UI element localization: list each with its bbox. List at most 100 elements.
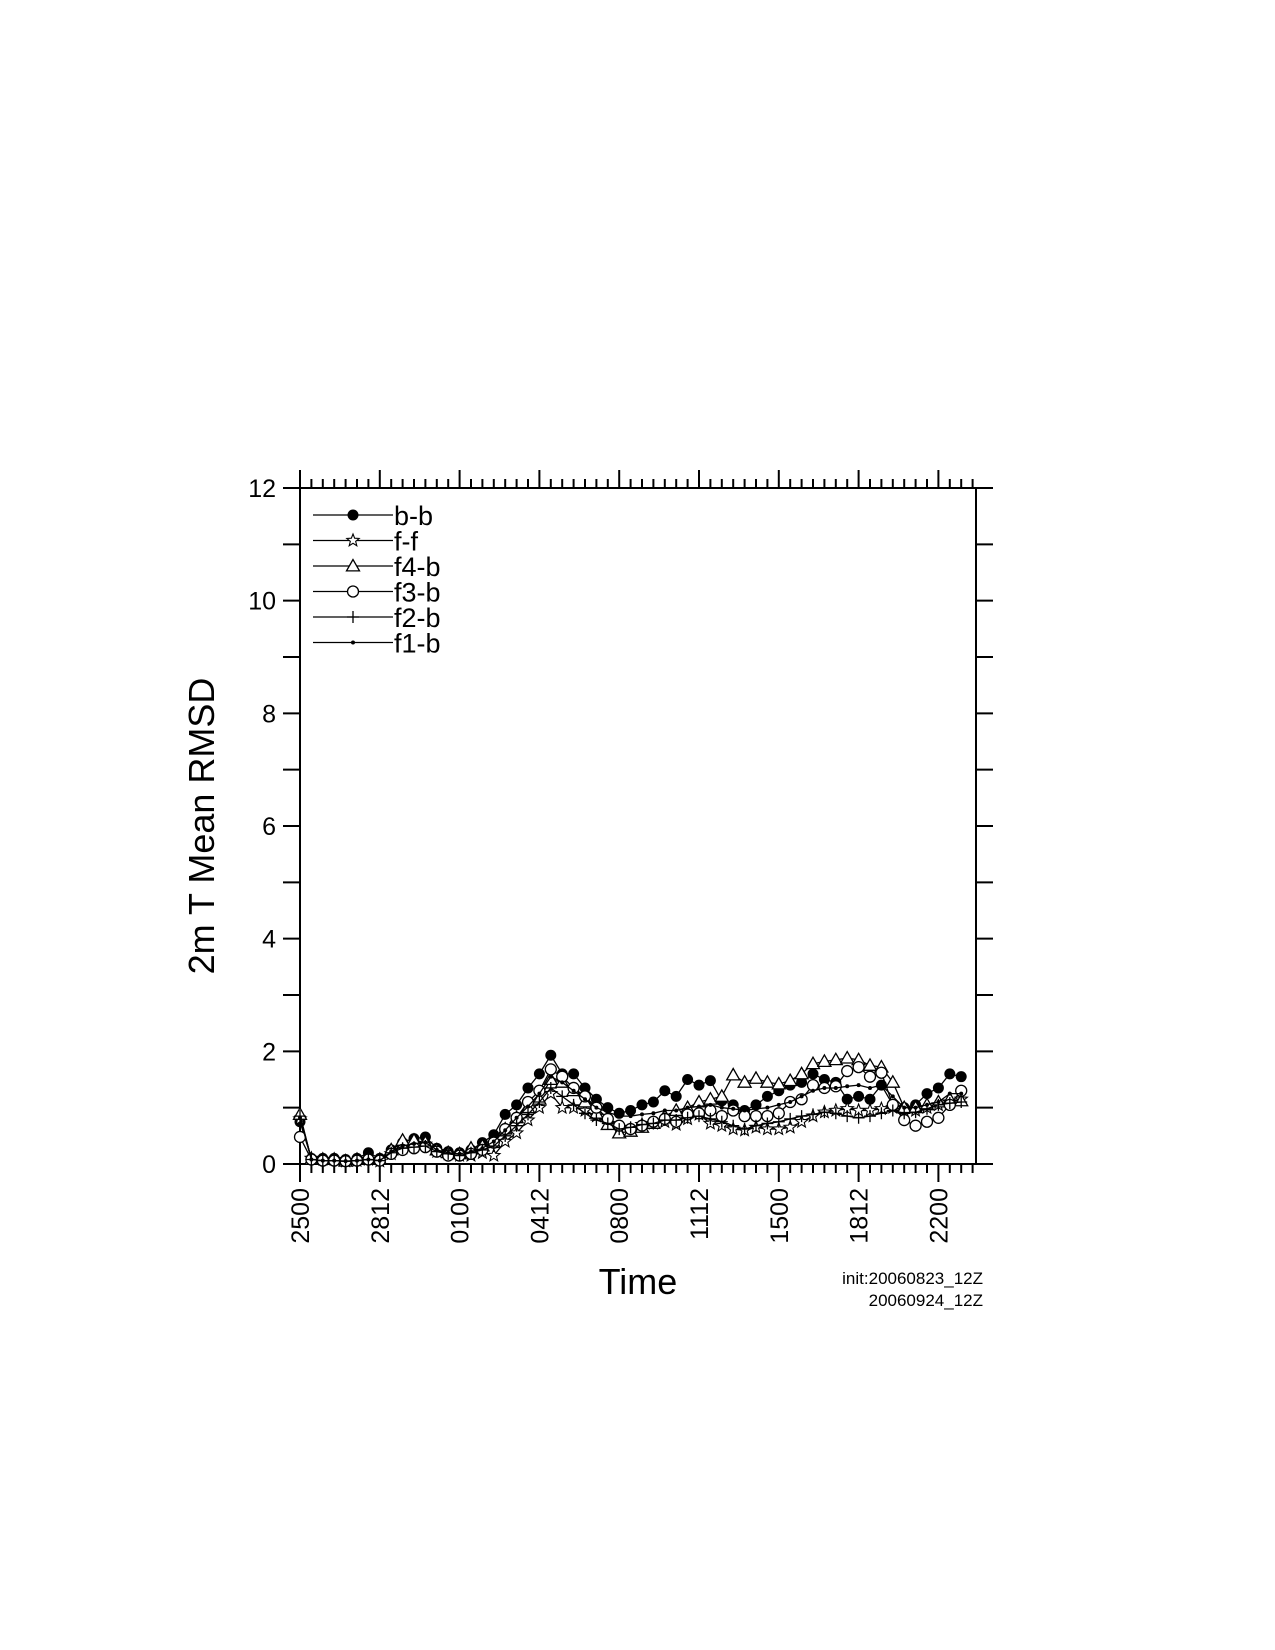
data-point xyxy=(725,1067,741,1081)
data-point xyxy=(548,1074,553,1079)
x-axis: 2500 2812 0100 0412 0800 1112 1500 1812 2200 xyxy=(287,470,974,1244)
data-point xyxy=(568,1068,580,1080)
data-point xyxy=(719,1105,724,1110)
data-point xyxy=(583,1097,587,1102)
data-point xyxy=(943,1097,956,1110)
data-point xyxy=(617,1114,622,1119)
data-point xyxy=(944,1068,956,1080)
data-point xyxy=(446,1150,451,1155)
data-point xyxy=(714,1088,730,1102)
data-point xyxy=(886,1104,899,1117)
data-point xyxy=(959,1091,964,1096)
legend-label: f3-b xyxy=(394,578,441,608)
data-point xyxy=(864,1110,876,1123)
legend-label: f-f xyxy=(394,527,418,557)
data-point xyxy=(822,1085,827,1090)
data-point xyxy=(345,558,361,572)
data-point xyxy=(651,1111,656,1116)
x-axis-title: Time xyxy=(599,1261,678,1302)
data-point xyxy=(902,1105,907,1110)
x-tick-label: 0412 xyxy=(526,1188,554,1244)
data-point xyxy=(782,1119,798,1134)
data-point xyxy=(955,1096,968,1109)
data-point xyxy=(320,1158,325,1163)
y-tick-label: 4 xyxy=(262,926,276,954)
data-point xyxy=(510,1119,523,1132)
data-point xyxy=(811,1088,815,1093)
data-point xyxy=(750,1119,762,1132)
data-point xyxy=(704,1112,717,1125)
legend: b-bf-ff4-bf3-bf2-bf1-b xyxy=(313,501,441,659)
data-point xyxy=(351,640,355,645)
data-point xyxy=(423,1140,428,1145)
data-point xyxy=(522,1108,534,1121)
data-point xyxy=(776,1102,781,1107)
data-point xyxy=(841,1110,854,1123)
data-point xyxy=(545,1049,557,1061)
data-point xyxy=(818,1074,830,1085)
legend-entry: f3-b xyxy=(313,578,441,608)
data-point xyxy=(947,1091,952,1096)
data-point xyxy=(499,1108,511,1120)
data-point xyxy=(636,1118,648,1131)
data-point xyxy=(662,1108,667,1113)
data-point xyxy=(682,1074,694,1085)
data-point xyxy=(647,1096,659,1108)
y-tick-label: 2 xyxy=(262,1038,276,1066)
data-point xyxy=(537,1091,542,1096)
data-point xyxy=(556,1090,569,1103)
data-point xyxy=(890,1094,895,1099)
data-point xyxy=(796,1076,808,1088)
data-point xyxy=(852,1060,865,1074)
data-point xyxy=(727,1119,740,1132)
data-point xyxy=(816,1053,833,1067)
data-point xyxy=(659,1085,671,1097)
data-point xyxy=(503,1128,508,1133)
data-point xyxy=(955,1071,967,1083)
data-point xyxy=(343,1159,348,1164)
data-point xyxy=(807,1108,819,1121)
data-point xyxy=(715,1115,728,1128)
data-point xyxy=(782,1072,798,1087)
data-point xyxy=(332,1158,337,1163)
x-tick-label: 2200 xyxy=(925,1188,953,1244)
data-point xyxy=(491,1139,496,1144)
data-point xyxy=(594,1105,599,1110)
x-tick-label: 0100 xyxy=(447,1188,475,1244)
data-point xyxy=(841,1093,853,1105)
data-point xyxy=(771,1076,787,1090)
y-tick-label: 0 xyxy=(262,1151,276,1179)
legend-entry: f4-b xyxy=(313,552,441,582)
data-point xyxy=(693,1110,705,1123)
data-point xyxy=(788,1100,793,1105)
data-point xyxy=(921,1088,933,1100)
data-point xyxy=(347,611,359,623)
data-point xyxy=(578,1090,592,1103)
data-point xyxy=(400,1143,405,1148)
data-point xyxy=(613,1123,626,1136)
data-point xyxy=(805,1055,821,1070)
data-point xyxy=(579,1107,591,1120)
data-point xyxy=(674,1108,679,1113)
data-point xyxy=(864,1093,876,1105)
data-point xyxy=(868,1085,872,1090)
data-point xyxy=(345,532,361,547)
data-point xyxy=(879,1083,884,1088)
legend-label: f1-b xyxy=(394,629,441,659)
data-point xyxy=(761,1090,773,1102)
data-point xyxy=(469,1149,473,1154)
data-point xyxy=(856,1083,861,1088)
data-point xyxy=(829,1107,842,1120)
data-point xyxy=(841,1064,854,1078)
data-point xyxy=(909,1119,922,1132)
x-tick-label: 1500 xyxy=(766,1188,794,1244)
data-point xyxy=(793,1066,810,1080)
data-point xyxy=(853,1090,865,1102)
data-point xyxy=(932,1082,944,1094)
data-point xyxy=(704,1075,716,1087)
data-point xyxy=(731,1106,736,1111)
data-point xyxy=(818,1106,831,1119)
data-point xyxy=(508,1125,525,1140)
data-point xyxy=(936,1100,941,1105)
